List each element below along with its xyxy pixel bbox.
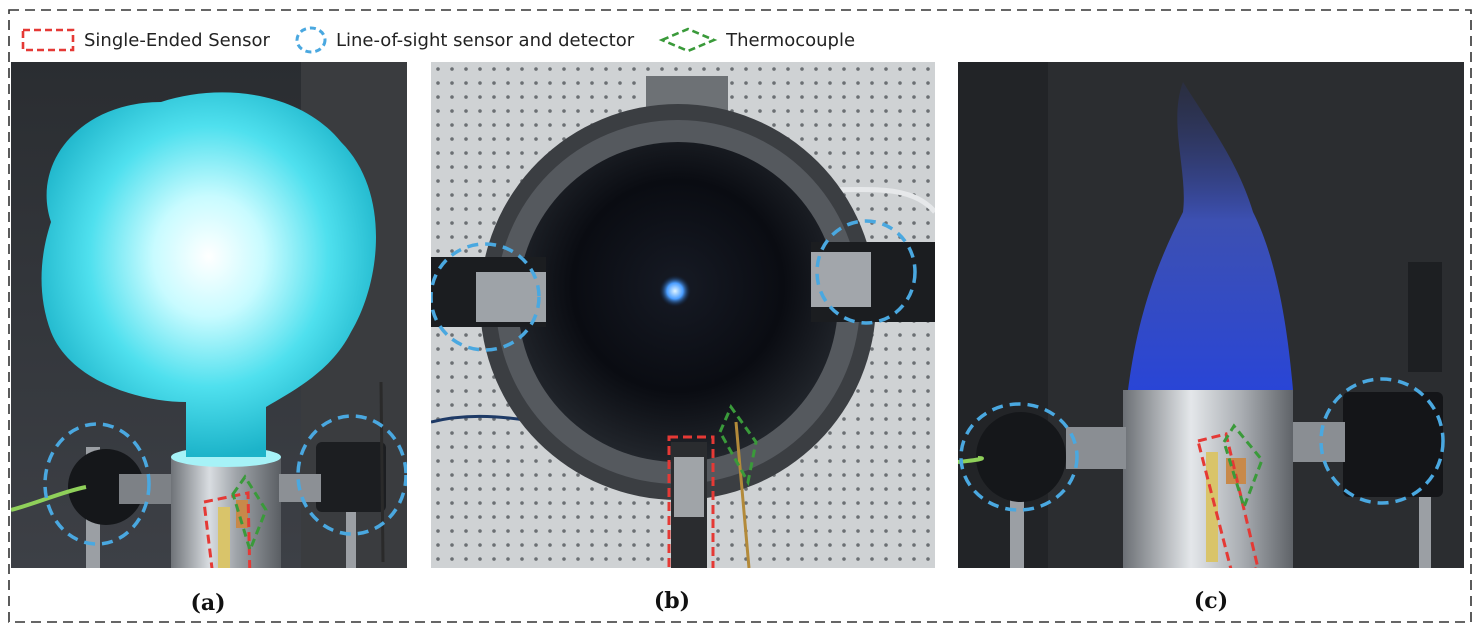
legend: Single-Ended Sensor Line-of-sight sensor…: [20, 22, 879, 58]
legend-label-single-ended: Single-Ended Sensor: [84, 29, 270, 51]
photo-panel-b: [431, 62, 935, 568]
photo-a-flame-burner: [11, 62, 407, 568]
legend-label-thermocouple: Thermocouple: [726, 29, 856, 51]
legend-label-line-of-sight: Line-of-sight sensor and detector: [335, 29, 635, 51]
single-ended-sensor-marker: [667, 435, 715, 568]
line-of-sight-marker-left: [431, 242, 541, 352]
line-of-sight-marker-left: [959, 402, 1079, 512]
legend-item-thermocouple: Thermocouple: [658, 26, 855, 54]
photo-c-blue-flame: [958, 62, 1464, 568]
line-of-sight-marker-left: [43, 422, 151, 546]
caption-a: (a): [190, 590, 226, 616]
legend-item-line-of-sight: Line-of-sight sensor and detector: [294, 25, 634, 55]
thermocouple-marker: [1222, 423, 1264, 512]
caption-c: (c): [1193, 588, 1229, 614]
caption-b: (b): [653, 588, 691, 614]
line-of-sight-marker-right: [1319, 377, 1445, 505]
thermocouple-marker: [231, 474, 268, 555]
line-of-sight-marker-right: [815, 219, 917, 325]
line-of-sight-marker-right: [296, 414, 407, 536]
blue-dashed-circle-icon: [295, 26, 327, 54]
thermocouple-marker: [718, 403, 758, 487]
single-ended-sensor-marker: [1196, 432, 1260, 568]
photo-panel-a: [11, 62, 407, 568]
red-dashed-rectangle-icon: [21, 28, 75, 52]
photo-panel-c: [958, 62, 1464, 568]
photo-b-top-view: [431, 62, 935, 568]
legend-item-single-ended: Single-Ended Sensor: [20, 27, 270, 53]
green-dashed-diamond-icon: [658, 27, 718, 53]
